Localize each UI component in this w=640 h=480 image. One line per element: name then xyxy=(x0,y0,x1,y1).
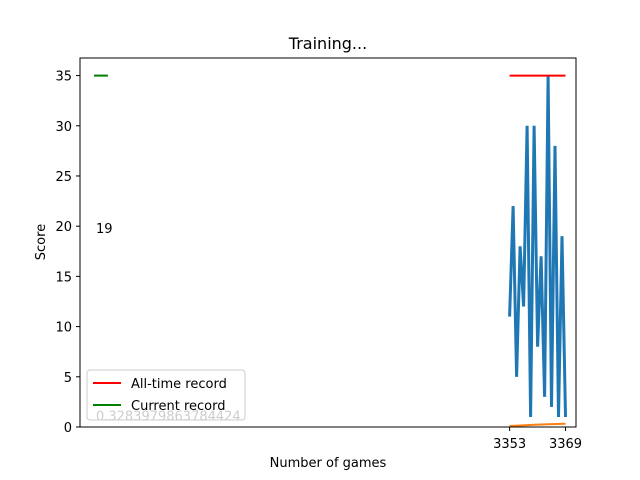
annotation-text: 19 xyxy=(96,222,113,237)
x-axis-label: Number of games xyxy=(270,456,387,471)
x-tick-label: 3353 xyxy=(493,437,526,452)
y-tick-label: 15 xyxy=(55,270,72,285)
legend-label: Current record xyxy=(131,399,226,414)
y-tick-label: 25 xyxy=(55,170,72,185)
y-tick-label: 35 xyxy=(55,70,72,85)
y-tick-label: 20 xyxy=(55,220,72,235)
x-ticks: 3353 3369 xyxy=(493,427,582,452)
y-ticks: 0 5 10 15 20 25 30 35 xyxy=(55,70,80,436)
legend: All-time record Current record xyxy=(86,369,246,421)
plot-area-frame xyxy=(79,57,577,428)
mean-score-line xyxy=(509,422,566,427)
y-tick-label: 10 xyxy=(55,321,72,336)
plot-series xyxy=(94,74,567,427)
y-tick-label: 0 xyxy=(64,421,72,436)
y-tick-label: 30 xyxy=(55,120,72,135)
scores-line xyxy=(508,75,567,418)
legend-label: All-time record xyxy=(131,377,227,392)
y-tick-label: 5 xyxy=(64,371,72,386)
legend-box xyxy=(86,369,246,421)
chart-title: Training... xyxy=(288,34,367,53)
y-axis-label: Score xyxy=(34,224,49,260)
x-tick-label: 3369 xyxy=(549,437,582,452)
